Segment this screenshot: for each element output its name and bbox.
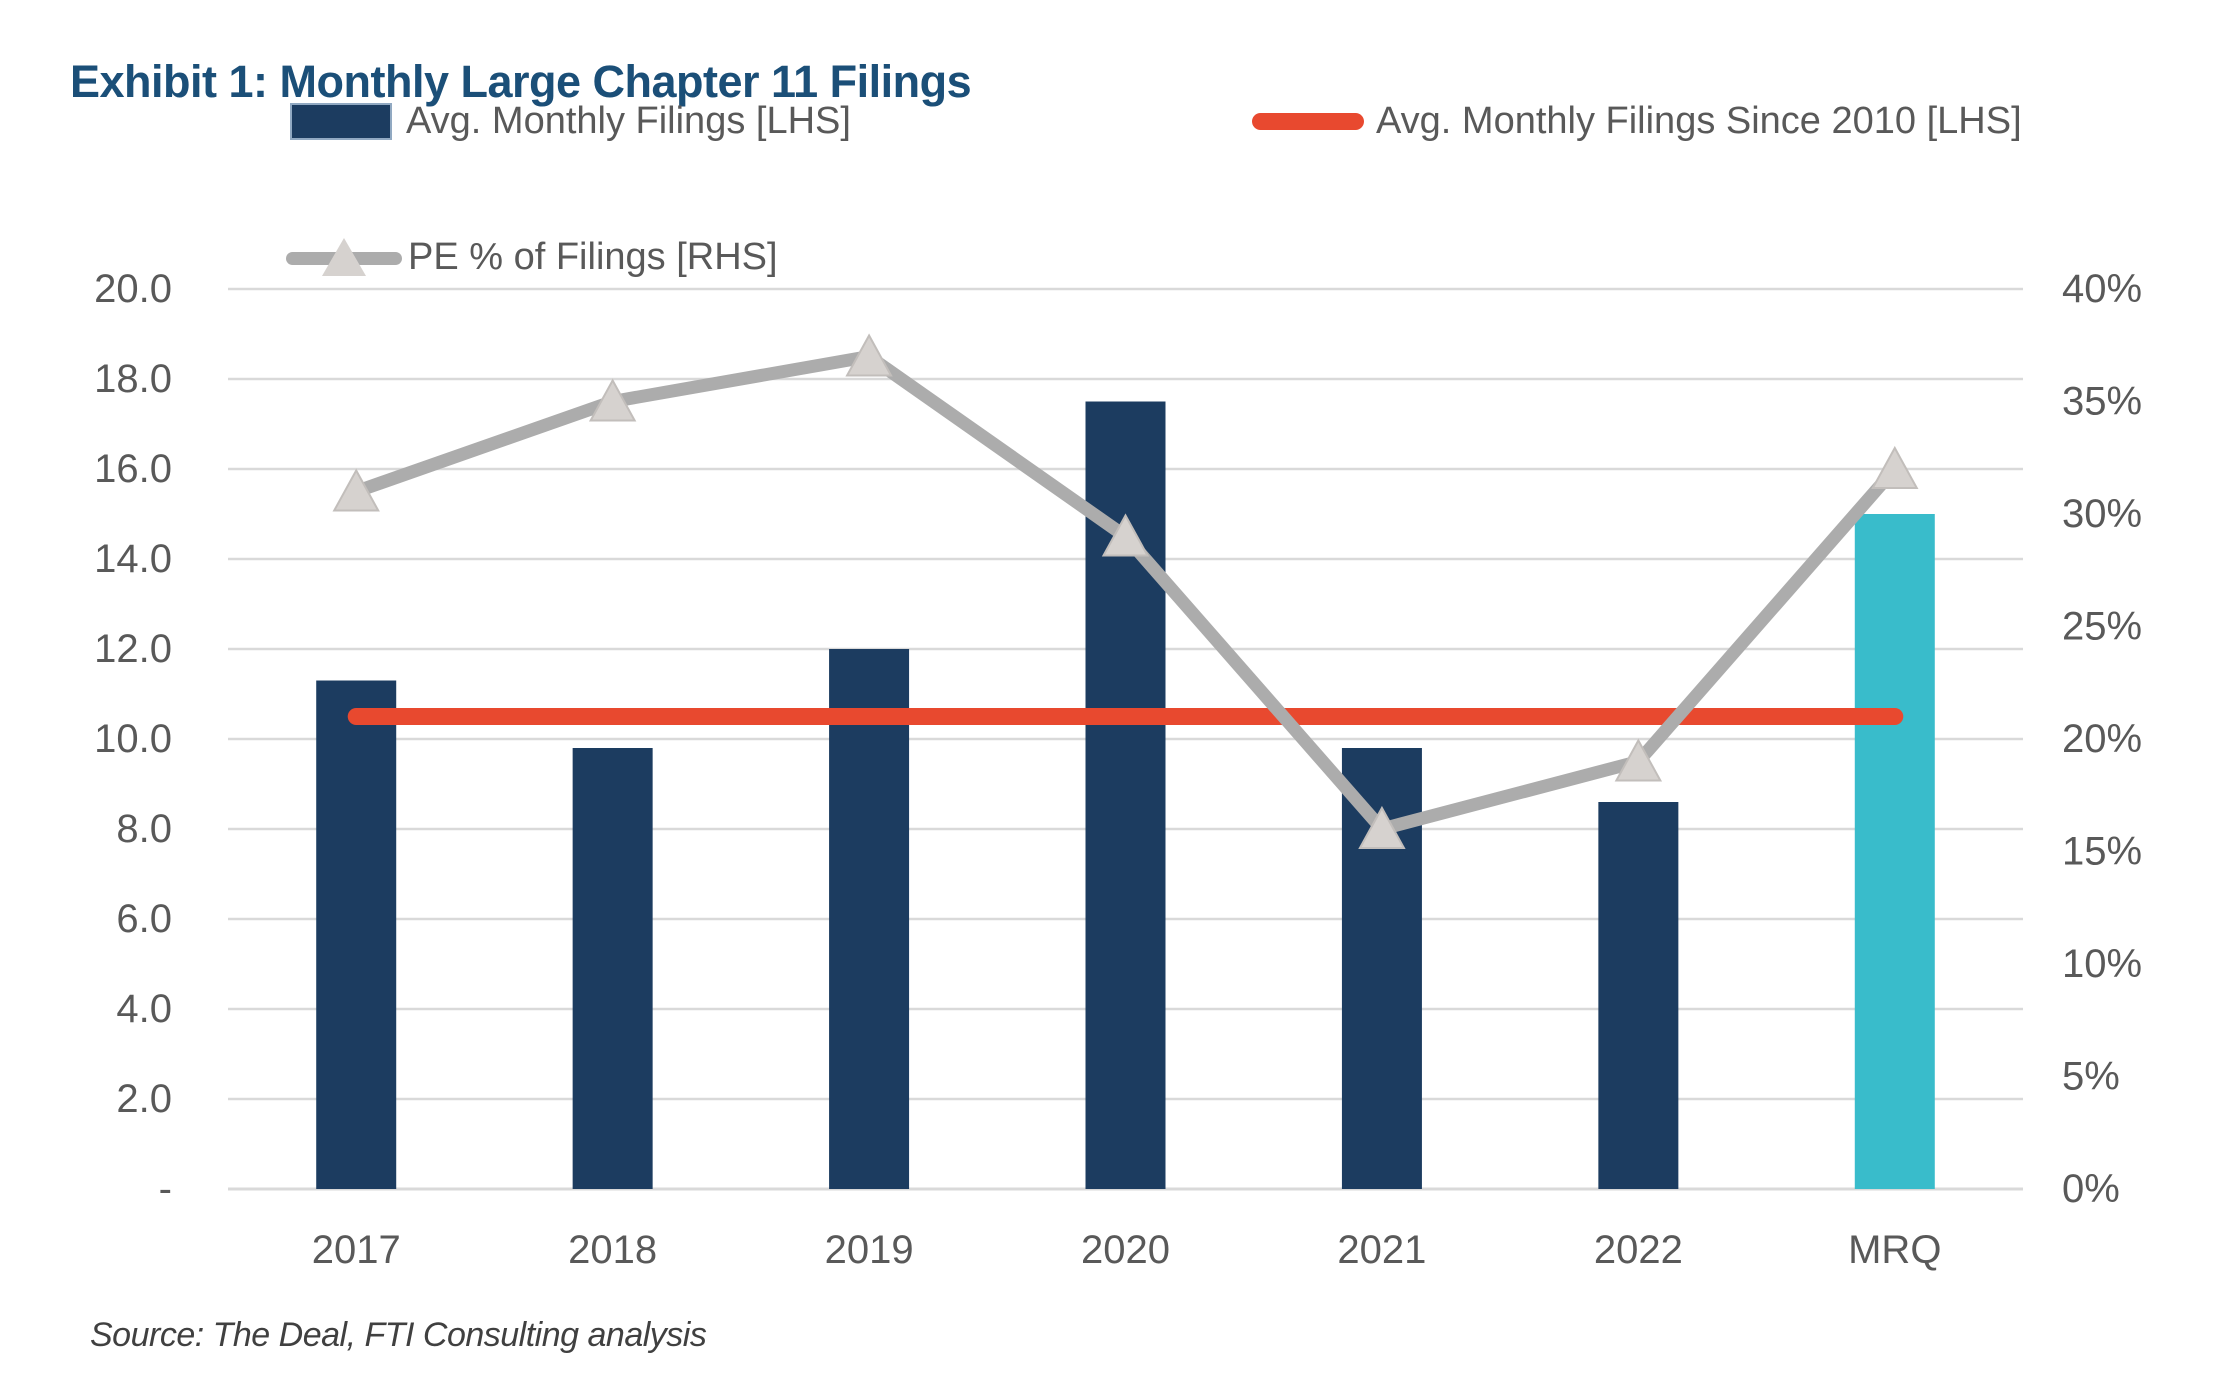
bar-2018	[572, 748, 653, 1189]
bar-MRQ	[1854, 514, 1935, 1189]
left-axis-tick-4.0: 4.0	[116, 987, 172, 1031]
pe-line-swatch-icon	[286, 237, 402, 278]
page-title: Exhibit 1: Monthly Large Chapter 11 Fili…	[70, 56, 972, 108]
left-axis-tick-12.0: 12.0	[94, 627, 172, 671]
left-axis-tick-10.0: 10.0	[94, 717, 172, 761]
legend-item-pe-pct: PE % of Filings [RHS]	[286, 236, 778, 279]
left-axis-tick-18.0: 18.0	[94, 357, 172, 401]
legend-label: Avg. Monthly Filings Since 2010 [LHS]	[1376, 100, 2022, 142]
bar-series-swatch-icon	[290, 103, 392, 140]
legend-label: PE % of Filings [RHS]	[408, 236, 778, 278]
avg-line-swatch-icon	[1252, 113, 1364, 130]
left-axis-tick-16.0: 16.0	[94, 447, 172, 491]
bar-2022	[1598, 802, 1679, 1189]
pe-marker-2018	[588, 378, 637, 422]
right-axis-tick-15%: 15%	[2062, 830, 2142, 874]
pe-marker-MRQ	[1871, 445, 1919, 489]
right-axis-tick-5%: 5%	[2062, 1055, 2120, 1099]
right-axis-tick-0%: 0%	[2062, 1167, 2120, 1211]
right-axis-tick-25%: 25%	[2062, 605, 2142, 649]
left-axis-tick--: -	[159, 1167, 172, 1211]
left-axis-tick-14.0: 14.0	[94, 537, 172, 581]
x-axis-label-2017: 2017	[312, 1228, 401, 1272]
left-axis-tick-2.0: 2.0	[116, 1077, 172, 1121]
right-axis-tick-30%: 30%	[2062, 492, 2142, 536]
right-axis-tick-40%: 40%	[2062, 267, 2142, 311]
left-axis-tick-20.0: 20.0	[94, 267, 172, 311]
left-axis-tick-8.0: 8.0	[116, 807, 172, 851]
x-axis-label-MRQ: MRQ	[1848, 1228, 1941, 1272]
x-axis-label-2021: 2021	[1337, 1228, 1426, 1272]
legend-item-avg-since-2010: Avg. Monthly Filings Since 2010 [LHS]	[1252, 100, 2022, 143]
pe-marker-2022	[1614, 738, 1663, 782]
x-axis-label-2019: 2019	[825, 1228, 914, 1272]
x-axis-label-2020: 2020	[1081, 1228, 1170, 1272]
legend-label: Avg. Monthly Filings [LHS]	[406, 100, 851, 142]
pe-marker-2021	[1358, 805, 1406, 849]
x-axis-label-2018: 2018	[568, 1228, 657, 1272]
bar-2017	[316, 680, 397, 1189]
left-axis-tick-6.0: 6.0	[116, 897, 172, 941]
legend-item-avg-monthly-filings: Avg. Monthly Filings [LHS]	[290, 100, 851, 143]
right-axis-tick-20%: 20%	[2062, 717, 2142, 761]
pe-marker-2017	[332, 468, 380, 512]
bar-2019	[829, 649, 910, 1189]
x-axis-label-2022: 2022	[1594, 1228, 1683, 1272]
right-axis-tick-35%: 35%	[2062, 380, 2142, 424]
source-note: Source: The Deal, FTI Consulting analysi…	[90, 1316, 707, 1354]
pe-marker-2019	[845, 333, 893, 377]
right-axis-tick-10%: 10%	[2062, 942, 2142, 986]
pe-marker-2020	[1101, 513, 1150, 557]
